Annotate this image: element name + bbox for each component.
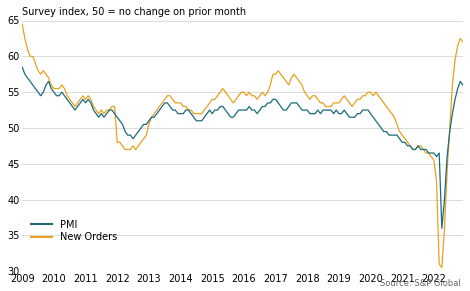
- Text: Survey index, 50 = no change on prior month: Survey index, 50 = no change on prior mo…: [22, 7, 246, 17]
- Text: Source: S&P Global: Source: S&P Global: [380, 279, 461, 288]
- Legend: PMI, New Orders: PMI, New Orders: [27, 216, 121, 246]
